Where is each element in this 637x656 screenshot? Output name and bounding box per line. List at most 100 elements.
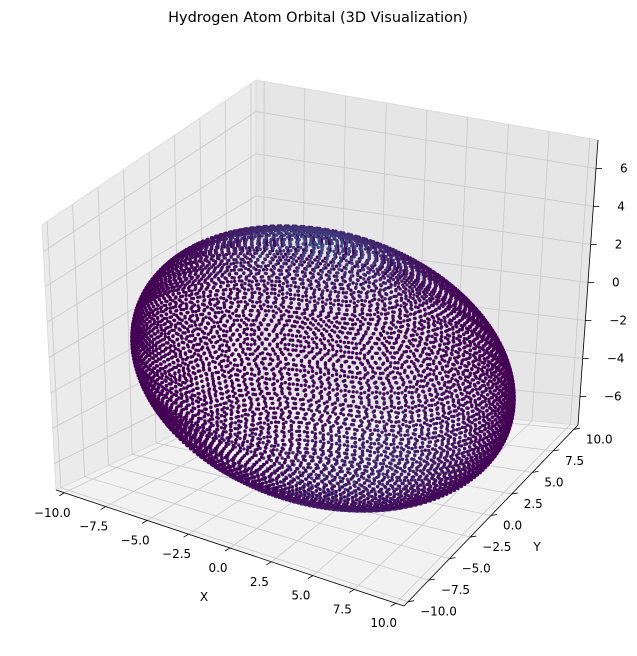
orbital-point xyxy=(260,230,264,235)
orbital-point xyxy=(182,386,186,390)
orbital-point xyxy=(396,366,400,370)
orbital-point xyxy=(301,466,306,470)
orbital-point xyxy=(419,379,423,383)
orbital-point xyxy=(395,454,399,459)
orbital-point xyxy=(364,280,368,284)
orbital-point xyxy=(175,260,179,264)
orbital-point xyxy=(301,285,305,290)
orbital-point xyxy=(256,367,261,371)
orbital-point xyxy=(327,386,331,390)
orbital-point xyxy=(143,377,147,382)
orbital-point xyxy=(252,332,256,336)
orbital-point xyxy=(301,397,305,402)
orbital-point xyxy=(246,413,250,417)
orbital-point xyxy=(236,300,240,304)
z-gridline xyxy=(45,153,594,288)
orbital-point xyxy=(395,445,400,449)
orbital-point xyxy=(370,418,374,422)
orbital-point xyxy=(138,308,142,313)
orbital-point xyxy=(417,403,421,408)
orbital-point xyxy=(219,364,224,369)
orbital-point xyxy=(414,460,419,464)
orbital-point xyxy=(253,231,257,235)
orbital-point xyxy=(403,388,407,393)
orbital-point xyxy=(256,264,260,268)
orbital-point xyxy=(324,366,328,370)
orbital-point xyxy=(366,383,371,387)
orbital-point xyxy=(421,350,425,354)
y-gridline xyxy=(46,221,409,603)
orbital-point xyxy=(182,374,186,378)
orbital-point xyxy=(262,435,266,440)
orbital-point xyxy=(310,439,315,443)
orbital-point xyxy=(421,385,425,389)
orbital-point xyxy=(331,347,335,352)
orbital-point xyxy=(307,407,311,411)
orbital-point xyxy=(434,421,439,426)
orbital-point xyxy=(219,413,224,418)
orbital-point xyxy=(310,430,314,434)
orbital-point xyxy=(292,269,297,273)
orbital-point xyxy=(271,309,275,313)
y-gridline xyxy=(97,187,450,559)
orbital-point xyxy=(244,352,248,356)
orbital-point xyxy=(372,442,377,446)
orbital-point xyxy=(363,430,367,434)
orbital-point xyxy=(352,346,356,350)
orbital-point xyxy=(383,312,388,316)
orbital-point xyxy=(346,340,351,345)
orbital-point xyxy=(264,377,268,381)
orbital-point xyxy=(297,256,301,260)
orbital-point xyxy=(333,289,337,294)
orbital-point xyxy=(325,288,329,292)
orbital-point xyxy=(440,419,445,423)
orbital-point xyxy=(360,298,364,303)
orbital-point xyxy=(349,292,353,296)
orbital-point xyxy=(380,299,384,303)
orbital-point xyxy=(308,321,313,325)
orbital-point xyxy=(302,260,307,264)
orbital-point xyxy=(393,351,397,355)
orbital-point xyxy=(412,361,416,366)
orbital-point xyxy=(341,402,345,407)
orbital-point xyxy=(373,428,377,432)
orbital-point xyxy=(329,260,333,264)
orbital-point xyxy=(342,434,346,439)
orbital-point xyxy=(276,443,280,447)
orbital-point xyxy=(187,390,191,394)
orbital-point xyxy=(281,255,285,259)
orbital-point xyxy=(218,319,223,324)
orbital-point xyxy=(275,448,279,452)
orbital-point xyxy=(247,246,252,250)
orbital-point xyxy=(163,277,167,281)
orbital-point xyxy=(152,286,157,290)
orbital-point xyxy=(281,292,285,296)
orbital-point xyxy=(378,371,383,376)
orbital-point xyxy=(432,319,436,323)
orbital-point xyxy=(273,287,277,292)
orbital-point xyxy=(286,258,291,263)
orbital-point xyxy=(372,450,377,455)
orbital-point xyxy=(226,358,230,363)
orbital-point xyxy=(142,302,146,306)
orbital-point xyxy=(319,385,323,389)
chart-title: Hydrogen Atom Orbital (3D Visualization) xyxy=(168,10,468,26)
orbital-point xyxy=(138,311,143,316)
orbital-point xyxy=(377,420,382,424)
orbital-point xyxy=(276,357,280,361)
orbital-point xyxy=(303,316,307,320)
orbital-point xyxy=(265,291,269,295)
orbital-point xyxy=(222,305,227,309)
orbital-point xyxy=(326,351,330,356)
orbital-point xyxy=(315,345,319,350)
orbital-point xyxy=(302,349,306,353)
orbital-point xyxy=(316,365,320,369)
orbital-point xyxy=(174,354,178,358)
orbital-point xyxy=(220,310,224,314)
orbital-point xyxy=(231,235,235,240)
orbital-point xyxy=(368,268,372,272)
orbital-point xyxy=(417,434,422,439)
orbital-point xyxy=(292,319,297,324)
orbital-point xyxy=(358,275,363,280)
orbital-point xyxy=(386,378,391,383)
